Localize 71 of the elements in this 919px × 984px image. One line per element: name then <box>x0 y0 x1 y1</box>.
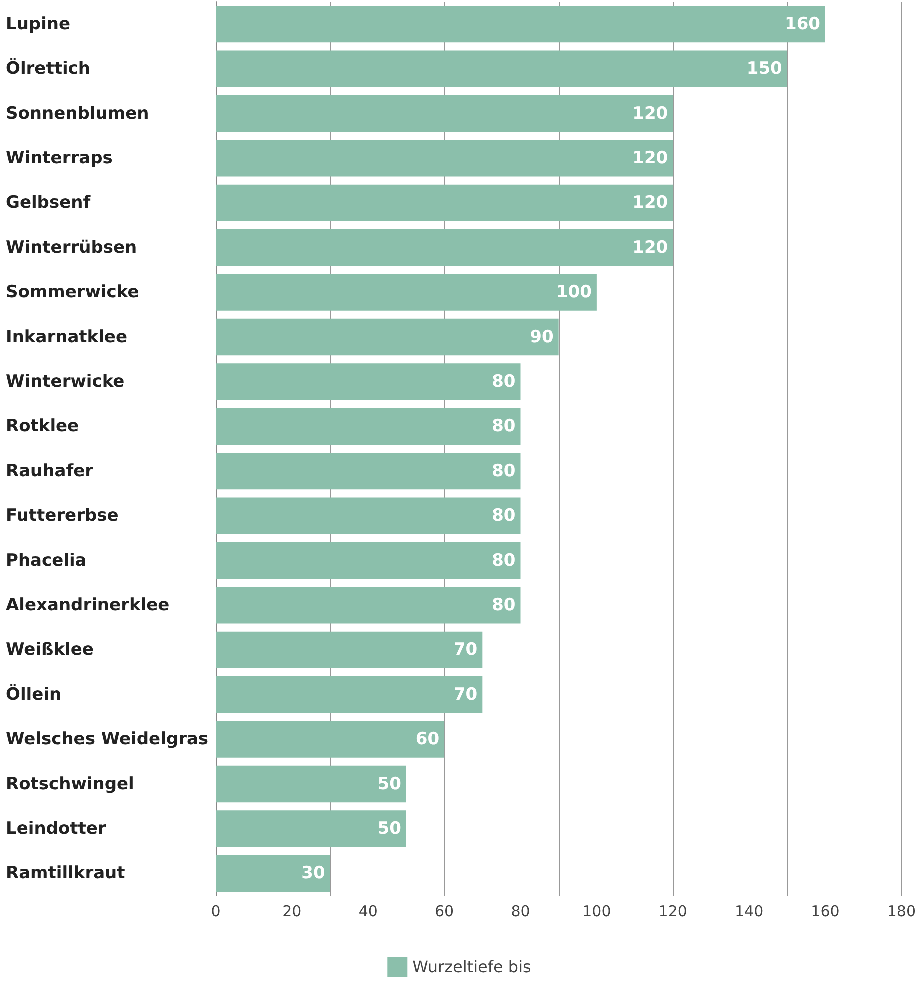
bar <box>216 766 406 803</box>
x-tick-label: 140 <box>734 902 764 920</box>
y-tick-label: Rauhafer <box>6 461 94 482</box>
bar <box>216 95 674 132</box>
bar <box>216 6 826 43</box>
data-label: 80 <box>492 416 516 437</box>
x-tick-label: 80 <box>511 902 530 920</box>
bar <box>216 810 406 848</box>
data-label: 60 <box>416 730 440 750</box>
data-label: 80 <box>492 506 516 526</box>
data-label: 30 <box>302 864 326 884</box>
x-tick-label: 0 <box>211 902 221 920</box>
bar <box>216 184 674 222</box>
bar <box>216 50 788 88</box>
bar <box>216 676 483 714</box>
x-tick-label: 60 <box>435 902 454 920</box>
y-tick-label: Weißklee <box>6 640 94 660</box>
y-tick-label: Lupine <box>6 14 71 34</box>
y-tick-label: Ölrettich <box>6 58 90 80</box>
bar <box>216 587 521 624</box>
y-tick-label: Alexandrinerklee <box>6 595 170 616</box>
x-tick-label: 180 <box>887 902 916 920</box>
bar <box>216 230 674 266</box>
data-label: 50 <box>378 818 402 839</box>
y-tick-label: Inkarnatklee <box>6 327 128 348</box>
y-tick-label: Winterraps <box>6 148 113 168</box>
bar <box>216 318 559 356</box>
y-tick-label: Phacelia <box>6 550 87 571</box>
y-tick-label: Sommerwicke <box>6 282 140 303</box>
data-label: 90 <box>530 327 554 348</box>
data-label: 80 <box>492 461 516 482</box>
bar <box>216 542 521 580</box>
x-tick-label: 40 <box>358 902 378 920</box>
y-tick-label: Leindotter <box>6 818 107 839</box>
x-tick-label: 160 <box>811 902 840 920</box>
data-label: 70 <box>454 684 478 705</box>
data-label: 150 <box>746 59 783 80</box>
bar <box>216 632 483 668</box>
legend-label: Wurzeltiefe bis <box>412 958 532 976</box>
y-tick-label: Sonnenblumen <box>6 104 150 124</box>
data-label: 120 <box>632 193 668 214</box>
bar <box>216 140 674 177</box>
y-tick-label: Winterwicke <box>6 372 125 392</box>
bar <box>216 721 445 758</box>
x-tick-label: 20 <box>282 902 302 920</box>
data-label: 80 <box>492 595 516 616</box>
y-tick-label: Futtererbse <box>6 506 119 526</box>
bar <box>216 274 597 311</box>
y-tick-label: Welsches Weidelgras <box>6 730 209 750</box>
bar <box>216 855 330 892</box>
y-tick-label: Ramtillkraut <box>6 864 126 884</box>
x-tick-label: 120 <box>658 902 688 920</box>
bar <box>216 364 521 400</box>
data-label: 160 <box>785 14 821 34</box>
y-tick-label: Rotschwingel <box>6 774 134 794</box>
bar <box>216 408 521 445</box>
y-tick-label: Winterrübsen <box>6 238 138 258</box>
data-label: 100 <box>556 282 592 303</box>
bar <box>216 498 521 534</box>
data-label: 120 <box>632 238 668 258</box>
data-label: 70 <box>454 640 478 660</box>
y-tick-label: Öllein <box>6 684 62 705</box>
data-label: 120 <box>632 104 668 124</box>
data-label: 80 <box>492 550 516 571</box>
y-tick-label: Rotklee <box>6 416 80 437</box>
x-tick-label: 100 <box>582 902 612 920</box>
data-label: 50 <box>378 774 402 794</box>
bar <box>216 453 521 490</box>
data-label: 120 <box>632 148 668 168</box>
data-label: 80 <box>492 372 516 392</box>
y-tick-label: Gelbsenf <box>6 193 92 214</box>
